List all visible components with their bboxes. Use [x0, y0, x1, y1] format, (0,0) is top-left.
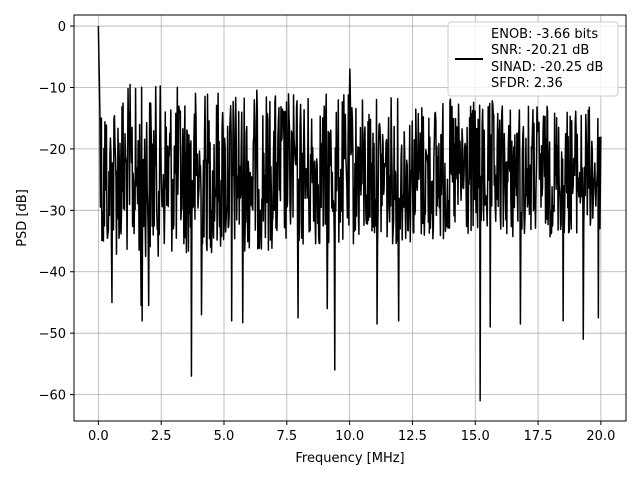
y-tick-label: −50 [39, 327, 66, 342]
x-tick-label: 12.5 [398, 429, 427, 444]
axis-ticks: 0.0 2.5 5.0 7.5 10.0 12.5 15.0 17.5 20.0 0 −10 −20 −… [39, 20, 616, 444]
y-tick-label: −60 [39, 389, 66, 404]
y-tick-label: −10 [39, 81, 66, 96]
plot-area [97, 26, 602, 402]
y-tick-label: −40 [39, 266, 66, 281]
y-axis-label: PSD [dB] [15, 189, 30, 247]
legend-box [447, 21, 619, 97]
legend-line-enob: ENOB: -3.66 bits [491, 27, 598, 42]
x-axis-label: Frequency [MHz] [295, 451, 404, 466]
y-tick-label: −20 [39, 143, 66, 158]
legend: ENOB: -3.66 bits SNR: -20.21 dB SINAD: -… [447, 21, 619, 97]
x-tick-label: 15.0 [461, 429, 490, 444]
x-tick-label: 7.5 [276, 429, 297, 444]
x-tick-label: 0.0 [88, 429, 109, 444]
legend-line-snr: SNR: -20.21 dB [491, 43, 589, 58]
legend-line-sinad: SINAD: -20.25 dB [491, 60, 603, 75]
x-tick-label: 2.5 [151, 429, 172, 444]
psd-series-line-0 [97, 26, 602, 402]
y-tick-label: −30 [39, 204, 66, 219]
y-tick-label: 0 [58, 20, 66, 35]
x-tick-label: 20.0 [586, 429, 615, 444]
x-tick-label: 5.0 [214, 429, 235, 444]
x-tick-label: 10.0 [335, 429, 364, 444]
x-tick-label: 17.5 [524, 429, 553, 444]
legend-line-sfdr: SFDR: 2.36 [491, 76, 563, 91]
